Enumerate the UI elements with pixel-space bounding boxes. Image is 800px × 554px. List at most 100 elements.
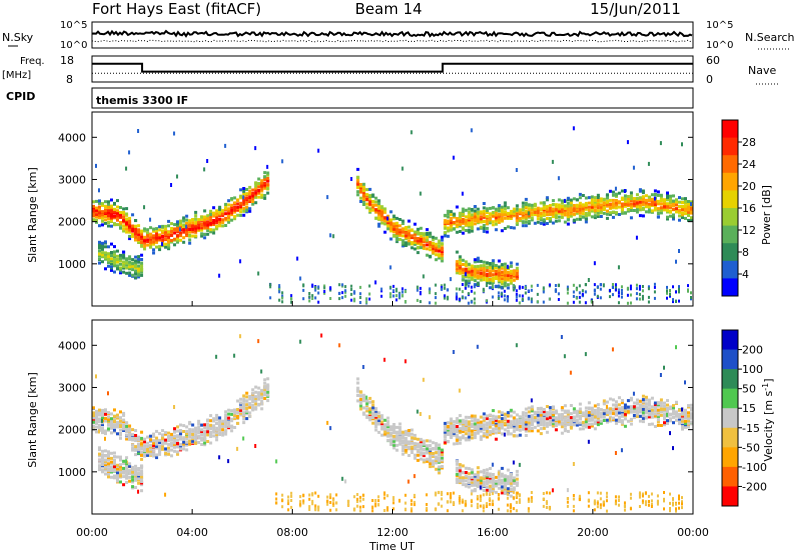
heatmap-cell — [242, 203, 246, 207]
heatmap-cell — [374, 421, 378, 425]
heatmap-cell — [176, 434, 180, 438]
heatmap-cell — [119, 256, 122, 260]
heatmap-cell — [314, 491, 317, 495]
heatmap-cell — [479, 478, 483, 482]
heatmap-cell — [479, 437, 483, 441]
heatmap-cell — [617, 213, 621, 216]
heatmap-cell — [638, 408, 642, 412]
heatmap-cell — [365, 188, 369, 192]
heatmap-cell — [410, 509, 413, 513]
heatmap-cell — [419, 232, 423, 235]
freq-unit: [MHz] — [2, 70, 31, 81]
heatmap-cell — [527, 507, 530, 511]
heatmap-cell — [203, 209, 207, 213]
heatmap-cell — [521, 204, 525, 208]
heatmap-cell — [290, 494, 293, 498]
heatmap-cell — [515, 413, 519, 417]
heatmap-cell — [467, 221, 471, 225]
heatmap-cell — [638, 208, 642, 212]
heatmap-cell — [161, 444, 165, 448]
heatmap-cell — [176, 445, 180, 449]
heatmap-cell — [593, 501, 596, 505]
heatmap-cell — [635, 210, 639, 214]
heatmap-cell — [317, 148, 320, 153]
heatmap-cell — [140, 241, 144, 244]
heatmap-cell — [635, 197, 639, 200]
heatmap-cell — [461, 220, 465, 224]
heatmap-cell — [185, 434, 189, 438]
heatmap-cell — [687, 288, 689, 292]
heatmap-cell — [666, 408, 669, 412]
heatmap-cell — [425, 503, 428, 506]
heatmap-cell — [581, 209, 585, 213]
heatmap-cell — [182, 430, 186, 433]
heatmap-cell — [545, 198, 549, 202]
heatmap-cell — [110, 224, 113, 228]
heatmap-cell — [416, 240, 420, 244]
heatmap-cell — [248, 395, 252, 398]
heatmap-cell — [629, 293, 632, 297]
heatmap-cell — [497, 271, 501, 275]
heatmap-cell — [188, 428, 192, 432]
heatmap-cell — [329, 287, 332, 291]
heatmap-cell — [239, 205, 243, 209]
heatmap-cell — [146, 243, 150, 247]
heatmap-cell — [464, 260, 468, 264]
heatmap-cell — [653, 206, 657, 210]
heatmap-cell — [179, 238, 183, 242]
heatmap-cell — [311, 499, 314, 503]
heatmap-cell — [254, 406, 258, 410]
heatmap-cell — [678, 209, 681, 212]
heatmap-cell — [470, 229, 474, 233]
heatmap-cell — [521, 220, 525, 224]
heatmap-cell — [431, 235, 435, 239]
heatmap-cell — [635, 398, 639, 402]
heatmap-cell — [425, 508, 428, 512]
heatmap-cell — [500, 272, 504, 276]
heatmap-cell — [263, 194, 267, 197]
heatmap-cell — [623, 410, 627, 414]
heatmap-cell — [455, 417, 459, 421]
heatmap-cell — [578, 291, 581, 295]
heatmap-cell — [389, 431, 393, 435]
heatmap-cell — [629, 405, 633, 409]
heatmap-cell — [434, 467, 438, 471]
y-tick-label: 2000 — [58, 216, 86, 229]
heatmap-cell — [458, 422, 462, 426]
heatmap-cell — [494, 270, 498, 273]
heatmap-cell — [560, 204, 564, 208]
heatmap-cell — [512, 476, 516, 480]
heatmap-cell — [332, 234, 335, 239]
heatmap-cell — [485, 485, 489, 489]
heatmap-cell — [134, 434, 138, 437]
heatmap-cell — [578, 284, 581, 288]
heatmap-cell — [401, 444, 405, 448]
heatmap-cell — [461, 278, 465, 282]
heatmap-cell — [170, 432, 174, 436]
nave-label: Nave — [748, 64, 776, 77]
heatmap-cell — [137, 224, 141, 228]
heatmap-cell — [437, 465, 441, 469]
heatmap-cell — [101, 223, 104, 227]
heatmap-cell — [413, 437, 417, 441]
heatmap-cell — [690, 209, 693, 213]
heatmap-cell — [461, 226, 465, 230]
heatmap-cell — [488, 270, 492, 274]
heatmap-cell — [425, 450, 429, 453]
heatmap-cell — [653, 285, 656, 289]
heatmap-cell — [581, 427, 585, 431]
heatmap-cell — [602, 211, 606, 215]
heatmap-cell — [92, 420, 95, 424]
heatmap-cell — [329, 493, 332, 497]
heatmap-cell — [374, 424, 378, 428]
heatmap-cell — [659, 202, 663, 206]
heatmap-cell — [215, 413, 219, 417]
heatmap-cell — [416, 237, 420, 240]
heatmap-cell — [107, 200, 110, 204]
heatmap-cell — [479, 259, 483, 263]
heatmap-cell — [119, 221, 122, 224]
heatmap-cell — [137, 260, 141, 264]
heatmap-cell — [503, 273, 507, 277]
heatmap-cell — [470, 429, 474, 433]
heatmap-cell — [98, 410, 101, 414]
